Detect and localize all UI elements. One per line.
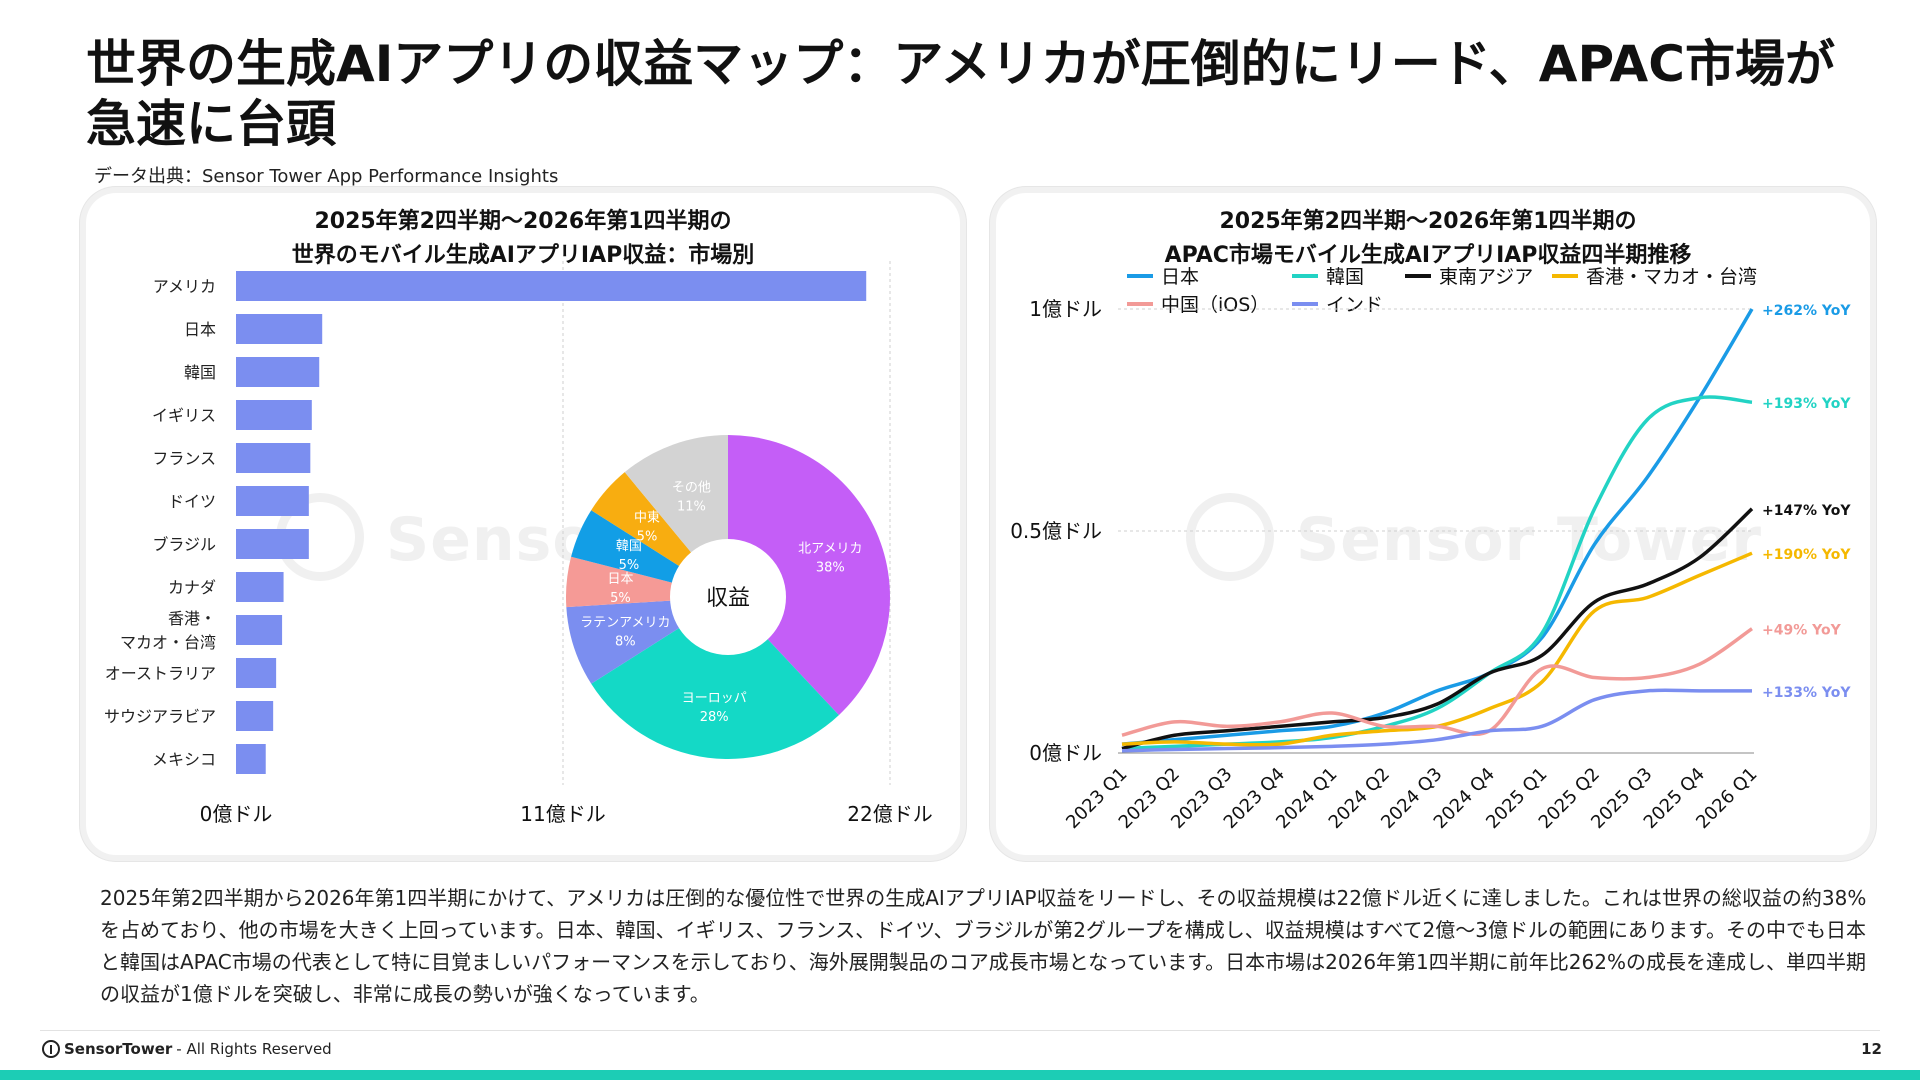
category-label: アメリカ [153,277,216,296]
pie-slice-value: 5% [610,591,631,606]
category-label: メキシコ [152,750,216,769]
bar [236,314,323,344]
category-label: カナダ [168,578,216,597]
line-chart-title-line: APAC市場モバイル生成AIアプリIAP収益四半期推移 [1165,242,1692,268]
left-chart-panel: Sensor Tower 2025年第2四半期～2026年第1四半期の世界のモバ… [86,193,960,855]
series-line [1121,688,1752,753]
category-label: ドイツ [168,492,216,511]
donut-hole [670,539,786,655]
legend-label: 東南アジア [1439,266,1533,288]
pie-slice-value: 5% [637,530,658,545]
series-line [1121,507,1754,751]
y-tick-label: 0億ドル [1029,741,1102,765]
pie-slice-label: 中東 [634,510,660,526]
y-tick-label: 1億ドル [1029,297,1102,321]
pie-slice-value: 11% [677,499,706,514]
pie-slice-value: 28% [700,710,729,725]
bar [236,271,867,301]
pie-slice-value: 38% [816,561,845,576]
pie-slice-label: その他 [672,480,711,495]
category-label: オーストラリア [105,664,216,683]
bar [236,443,311,473]
bar [236,486,309,516]
yoy-label: +147% YoY [1762,503,1851,519]
watermark-text: Sensor Tower [1296,505,1762,575]
data-source: データ出典：Sensor Tower App Performance Insig… [94,166,559,187]
series-line [1121,551,1753,747]
accent-bar [0,1070,1920,1080]
bar-chart-title-line: 世界のモバイル生成AIアプリIAP収益：市場別 [292,242,755,268]
bar [236,400,312,430]
pie-slice [591,597,839,760]
right-chart-svg: 2025年第2四半期～2026年第1四半期の APAC市場モバイル生成AIアプリI… [1010,208,1851,833]
series-line [1121,395,1753,751]
legend-label: 香港・マカオ・台湾 [1586,266,1757,288]
line-chart-title-line: 2025年第2四半期～2026年第1四半期の [1219,208,1636,234]
category-label: 香港・ [168,609,216,628]
yoy-label: +193% YoY [1762,396,1851,412]
pie-slice-label: ラテンアメリカ [580,615,670,630]
category-label: 日本 [184,320,216,339]
bar [236,744,266,774]
category-label: ブラジル [152,535,216,554]
category-label: 韓国 [184,363,216,382]
bar-chart-title-line: 2025年第2四半期～2026年第1四半期の [314,208,731,234]
legend-label: 中国（iOS） [1161,294,1269,316]
pie-slice-label: ヨーロッパ [682,691,747,706]
donut-center-label: 収益 [706,586,750,611]
yoy-label: +133% YoY [1762,685,1851,701]
legend-label: 日本 [1161,266,1199,288]
watermark-logo-icon [1186,493,1274,581]
category-label: マカオ・台湾 [120,633,216,652]
sensor-tower-logo-icon [42,1040,60,1058]
footer-divider [40,1030,1880,1031]
category-label: イギリス [152,406,216,425]
pie-slice-value: 8% [615,634,636,649]
legend-label: インド [1326,294,1383,316]
category-label: フランス [152,449,216,468]
page-title: 世界の生成AIアプリの収益マップ：アメリカが圧倒的にリード、APAC市場が急速に… [86,35,1835,153]
footer-rights: - All Rights Reserved [176,1040,332,1058]
summary-paragraph: 2025年第2四半期から2026年第1四半期にかけて、アメリカは圧倒的な優位性で… [100,886,1867,1006]
x-tick-label: 11億ドル [520,802,605,826]
pie-slice-label: 韓国 [616,539,642,554]
pie-slice-label: 日本 [607,572,633,587]
page-number: 12 [1861,1040,1882,1058]
y-tick-label: 0.5億ドル [1010,519,1102,543]
x-tick-label: 0億ドル [200,802,273,826]
pie-slice-value: 5% [619,558,640,573]
pie-slice-label: 北アメリカ [798,542,862,557]
bar [236,615,283,645]
footer-brand: SensorTower [64,1040,173,1058]
yoy-label: +49% YoY [1762,623,1842,639]
pie-slice [728,435,891,716]
series-line [1121,308,1754,746]
bar [236,658,277,688]
legend-label: 韓国 [1326,266,1364,288]
bar [236,701,274,731]
bar [236,572,284,602]
yoy-label: +190% YoY [1762,547,1851,563]
right-chart-panel: Sensor Tower 2025年第2四半期～2026年第1四半期の APAC市… [996,193,1870,855]
bar [236,357,320,387]
category-label: サウジアラビア [104,707,216,726]
yoy-label: +262% YoY [1762,303,1851,319]
footer-logo: SensorTower - All Rights Reserved [42,1040,332,1058]
bar [236,529,309,559]
series-line [1121,627,1753,737]
left-chart-svg: 2025年第2四半期～2026年第1四半期の世界のモバイル生成AIアプリIAP収… [104,208,933,826]
x-tick-label: 22億ドル [847,802,932,826]
